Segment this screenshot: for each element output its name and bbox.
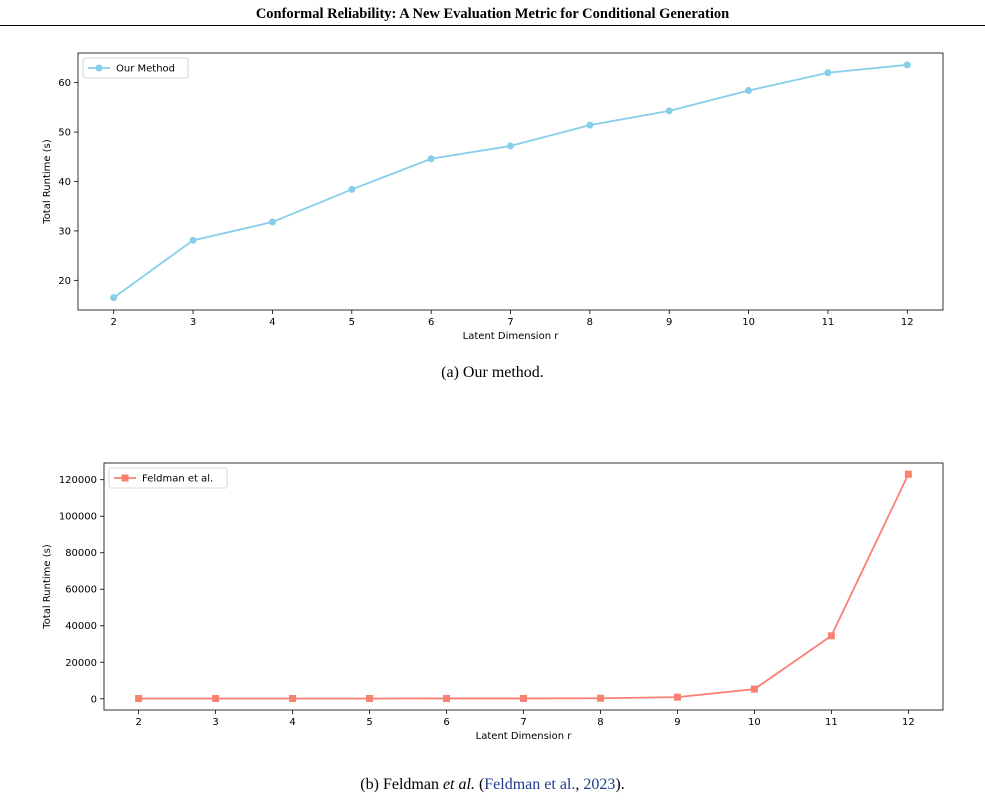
legend-label: Feldman et al. [142, 474, 213, 485]
x-tick-label: 9 [666, 317, 672, 328]
caption-b-etal: et al. [442, 776, 475, 793]
x-tick-label: 6 [428, 317, 434, 328]
citation-link-year[interactable]: 2023 [583, 776, 616, 793]
data-point [750, 685, 758, 693]
y-axis-label: Total Runtime (s) [42, 139, 53, 225]
x-tick-label: 10 [748, 717, 761, 728]
citation-link-name[interactable]: Feldman et al. [484, 776, 576, 793]
caption-a: (a) Our method. [441, 364, 544, 381]
header-rule [0, 25, 985, 26]
y-tick-label: 40 [58, 177, 71, 188]
runtime-chart-our-method: 2 3 4 5 6 7 8 9 10 11 12 20 30 40 50 60 Latent Dimension… [42, 52, 944, 342]
x-tick-label: 5 [349, 317, 355, 328]
caption-b-prefix: (b) Feldman [360, 776, 443, 793]
x-tick-label: 3 [212, 717, 218, 728]
y-tick-label: 30 [58, 226, 71, 237]
legend-marker [121, 474, 129, 482]
y-tick-label: 60000 [65, 585, 97, 596]
x-tick-label: 7 [507, 317, 513, 328]
legend-box [82, 57, 189, 79]
data-point [507, 142, 514, 150]
x-tick-label: 12 [902, 717, 915, 728]
data-point [520, 694, 527, 702]
legend-marker [95, 64, 103, 72]
legend-box [108, 467, 228, 489]
plot-frame [77, 52, 944, 311]
plot-frame [103, 462, 944, 711]
x-tick-label: 11 [825, 717, 838, 728]
y-tick-label: 0 [91, 694, 97, 705]
data-point [745, 87, 753, 95]
data-point [189, 236, 197, 244]
x-tick-label: 11 [822, 317, 835, 328]
data-point [827, 632, 835, 640]
y-tick-label: 80000 [65, 548, 97, 559]
data-point [212, 694, 220, 702]
data-point [289, 694, 297, 702]
x-tick-label: 12 [901, 317, 914, 328]
x-tick-label: 8 [597, 717, 603, 728]
x-tick-label: 2 [135, 717, 141, 728]
caption-b: (b) Feldman et al. (Feldman et al., 2023… [0, 776, 985, 794]
x-tick-label: 8 [587, 317, 593, 328]
x-tick-label: 2 [111, 317, 117, 328]
y-tick-label: 120000 [59, 475, 97, 486]
x-tick-label: 4 [269, 317, 275, 328]
x-tick-label: 9 [674, 717, 680, 728]
y-tick-label: 60 [58, 78, 71, 89]
y-tick-label: 20 [58, 276, 71, 287]
data-point [427, 155, 435, 163]
series-line [113, 63, 908, 299]
data-point [366, 694, 374, 702]
data-point [665, 107, 673, 115]
legend-label: Our Method [116, 64, 175, 75]
data-point [268, 218, 276, 226]
y-tick-label: 40000 [65, 621, 97, 632]
data-point [903, 61, 911, 69]
data-point [348, 185, 356, 193]
x-axis-label: Latent Dimension r [463, 331, 560, 342]
y-tick-label: 100000 [59, 512, 97, 523]
series-line [138, 473, 910, 700]
data-point [824, 69, 832, 77]
x-tick-label: 4 [289, 717, 295, 728]
x-tick-label: 6 [443, 717, 449, 728]
x-axis-label: Latent Dimension r [476, 731, 573, 742]
y-tick-label: 20000 [65, 658, 97, 669]
caption-b-close: ). [615, 776, 625, 793]
data-point [586, 121, 594, 129]
data-point [443, 694, 451, 702]
paper-running-title: Conformal Reliability: A New Evaluation … [255, 6, 730, 22]
data-point [110, 294, 118, 302]
runtime-chart-feldman: 2 3 4 5 6 7 8 9 10 11 12 0 20000 40000 60000 80000 10000… [42, 462, 944, 742]
x-tick-label: 10 [742, 317, 755, 328]
data-point [673, 693, 681, 701]
caption-b-open: ( [474, 776, 485, 793]
x-tick-label: 5 [366, 717, 372, 728]
y-tick-label: 50 [58, 128, 71, 139]
caption-b-sep: , [575, 776, 584, 793]
y-axis-label: Total Runtime (s) [42, 544, 53, 630]
x-tick-label: 3 [190, 317, 196, 328]
data-point [904, 470, 912, 478]
data-point [135, 694, 143, 702]
x-tick-label: 7 [520, 717, 526, 728]
data-point [596, 694, 604, 702]
